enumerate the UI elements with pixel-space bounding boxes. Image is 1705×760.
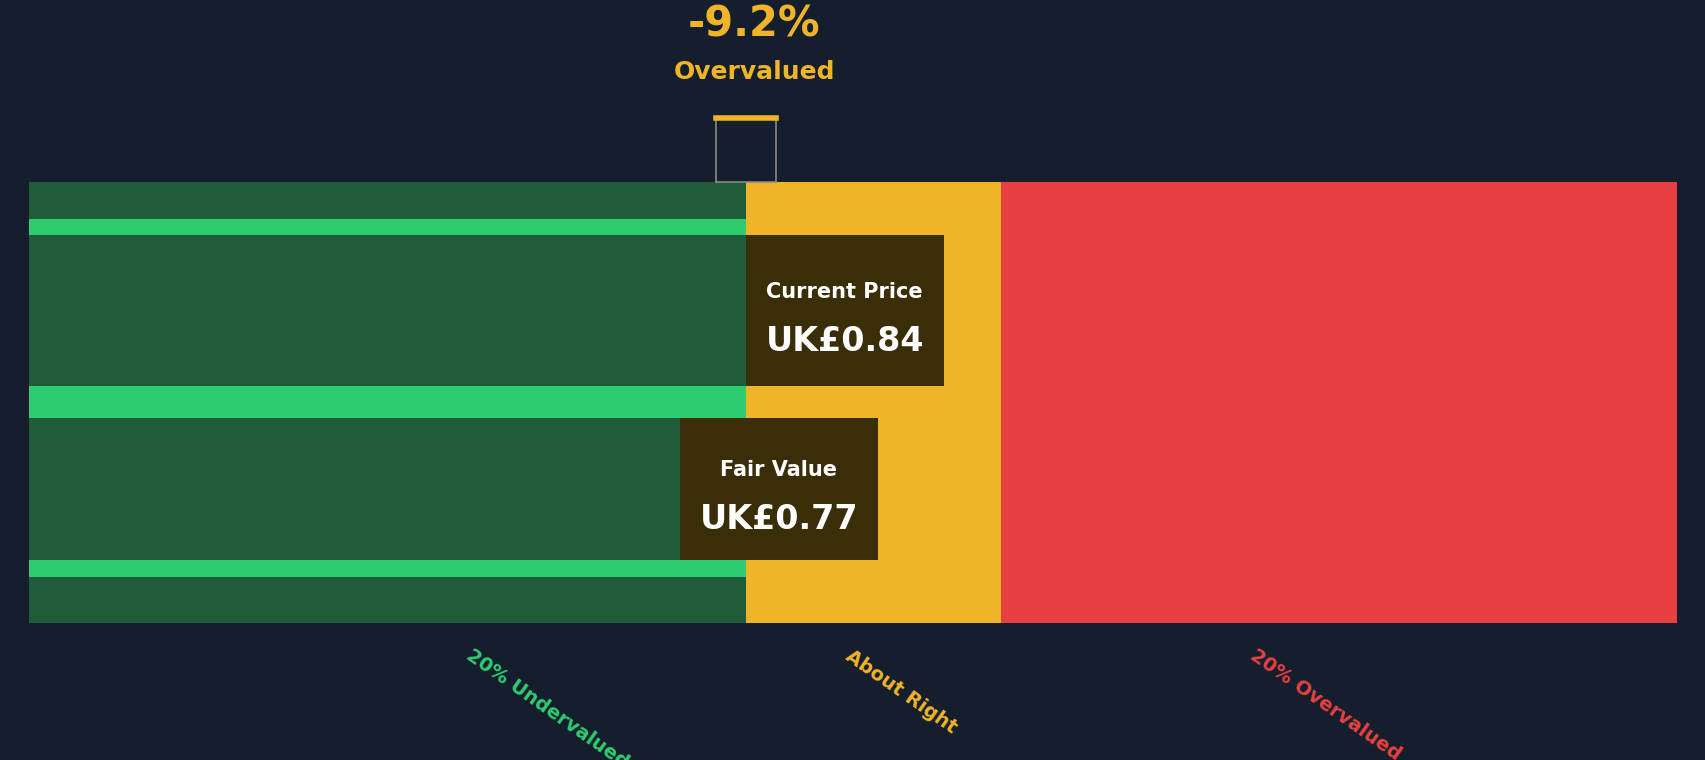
Bar bbox=[745, 219, 1001, 236]
Bar bbox=[29, 219, 745, 236]
Bar bbox=[745, 560, 1001, 577]
Bar bbox=[29, 401, 745, 418]
Text: Current Price: Current Price bbox=[766, 282, 922, 302]
Text: 20% Overvalued: 20% Overvalued bbox=[1246, 646, 1405, 760]
Bar bbox=[745, 386, 1001, 403]
Text: UK£0.84: UK£0.84 bbox=[766, 325, 924, 357]
Bar bbox=[745, 236, 943, 386]
Bar bbox=[29, 386, 745, 403]
Text: Fair Value: Fair Value bbox=[720, 461, 837, 480]
Bar bbox=[745, 401, 1001, 418]
Bar bbox=[29, 182, 745, 623]
Text: UK£0.77: UK£0.77 bbox=[699, 503, 858, 536]
Text: 20% Undervalued: 20% Undervalued bbox=[462, 646, 631, 760]
Bar bbox=[745, 182, 1001, 623]
Bar bbox=[680, 418, 876, 560]
Text: About Right: About Right bbox=[842, 646, 960, 737]
Bar bbox=[1001, 560, 1676, 577]
Bar bbox=[1001, 219, 1676, 236]
Text: Overvalued: Overvalued bbox=[673, 59, 835, 84]
Bar bbox=[1001, 386, 1676, 403]
Bar bbox=[29, 560, 745, 577]
Bar bbox=[1001, 401, 1676, 418]
Bar bbox=[1001, 182, 1676, 623]
Text: -9.2%: -9.2% bbox=[687, 4, 820, 46]
